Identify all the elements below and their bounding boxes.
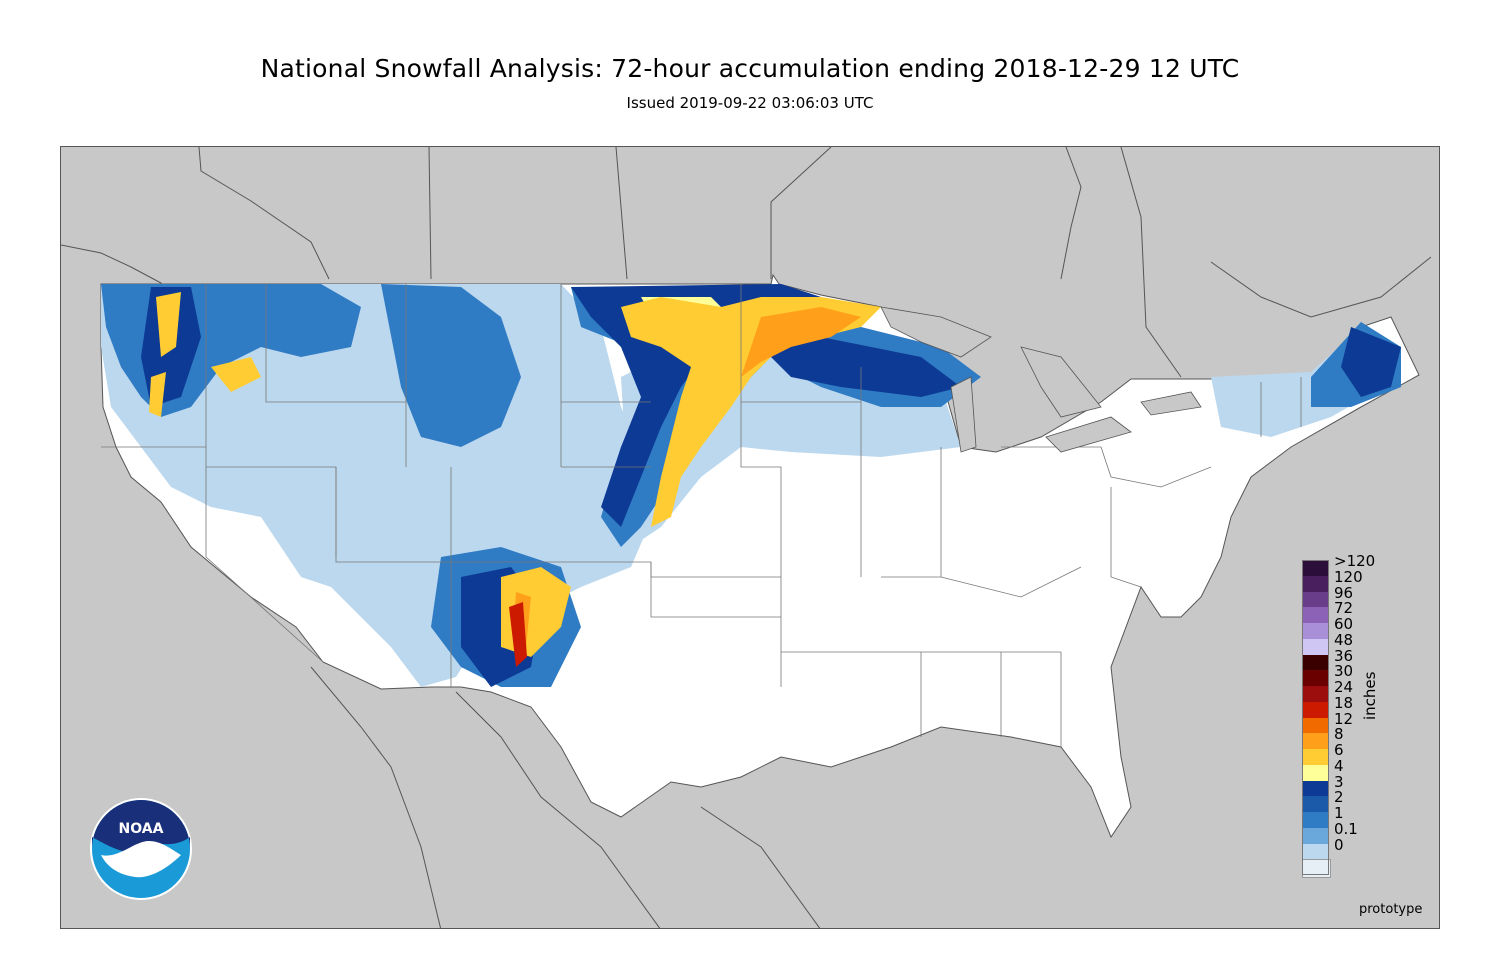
legend-label: 72 — [1334, 599, 1354, 618]
map-title: National Snowfall Analysis: 72-hour accu… — [260, 54, 1240, 83]
legend-swatch — [1302, 749, 1329, 766]
prototype-label: prototype — [1359, 902, 1423, 917]
legend-label: 2 — [1334, 788, 1344, 807]
legend-label: 4 — [1334, 756, 1344, 775]
legend-label: 18 — [1334, 693, 1354, 712]
state-lines — [101, 284, 1302, 747]
legend-label: 96 — [1334, 583, 1354, 602]
snowfall-map — [61, 147, 1439, 928]
great-lakes — [880, 306, 1202, 453]
legend-swatch — [1302, 575, 1329, 593]
legend-swatch — [1302, 607, 1329, 624]
legend-swatch — [1302, 654, 1329, 671]
legend-swatch — [1302, 780, 1329, 797]
legend-swatch — [1302, 717, 1329, 734]
legend-label: 1 — [1334, 804, 1344, 822]
legend-unit: inches — [1361, 671, 1379, 720]
snow-band-extreme — [509, 602, 527, 667]
legend-swatch — [1302, 764, 1329, 782]
legend-label: 12 — [1334, 709, 1354, 728]
legend-label: 24 — [1334, 678, 1354, 696]
legend-swatch — [1302, 812, 1329, 829]
legend-swatch — [1302, 827, 1329, 845]
legend-label: >120 — [1334, 552, 1376, 570]
legend-swatch — [1302, 686, 1329, 703]
legend-swatch — [1302, 796, 1329, 813]
international-lines — [61, 147, 1432, 928]
legend-label: 0 — [1334, 835, 1344, 854]
legend-swatch — [1302, 670, 1329, 687]
legend-swatch — [1302, 701, 1329, 719]
legend-swatch — [1302, 591, 1329, 608]
legend-label: 60 — [1334, 615, 1354, 633]
map-area — [60, 146, 1440, 929]
legend-swatch — [1302, 733, 1329, 750]
legend-swatch — [1302, 560, 1329, 577]
legend-swatch — [1302, 623, 1329, 640]
legend-label: 30 — [1334, 662, 1354, 681]
legend-frame — [1302, 560, 1329, 875]
legend-label: 120 — [1334, 567, 1363, 586]
noaa-logo: NOAA — [90, 798, 192, 900]
map-subtitle: Issued 2019-09-22 03:06:03 UTC — [626, 94, 874, 112]
legend-label: 8 — [1334, 725, 1344, 744]
logo-text: NOAA — [119, 821, 164, 837]
legend-swatch — [1302, 638, 1329, 656]
legend-label: 3 — [1334, 772, 1344, 791]
legend-label: 36 — [1334, 646, 1354, 665]
legend-label: 48 — [1334, 630, 1354, 649]
legend-label: 0.1 — [1334, 819, 1358, 838]
legend-swatch — [1302, 843, 1329, 860]
legend-label: 6 — [1334, 741, 1344, 759]
